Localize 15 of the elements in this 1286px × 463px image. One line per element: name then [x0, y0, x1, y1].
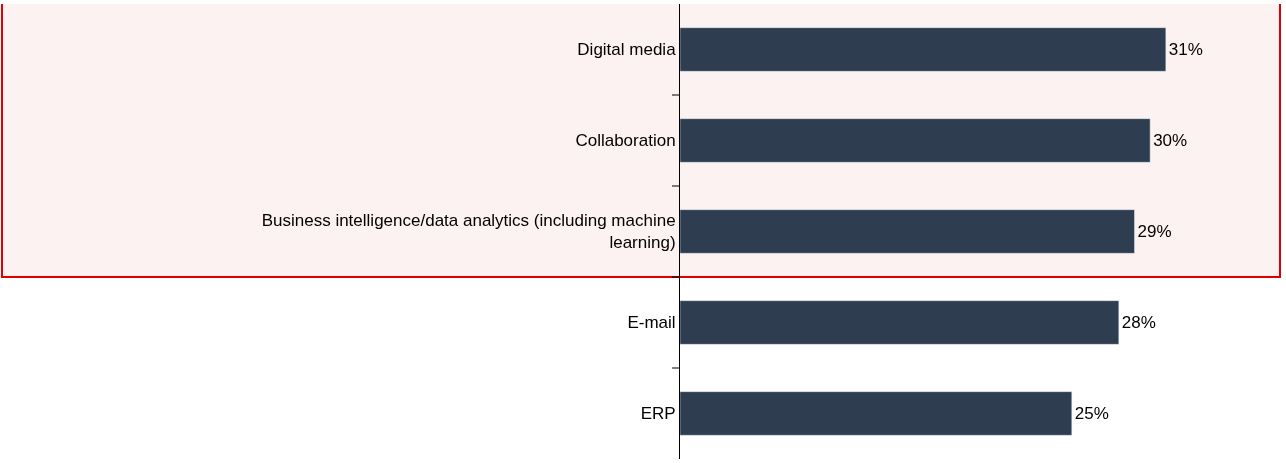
- bar: [680, 300, 1120, 345]
- bar: [680, 27, 1167, 72]
- bar: [680, 391, 1073, 436]
- data-label: 30%: [1153, 131, 1188, 150]
- y-tick-label: ERP: [640, 404, 676, 424]
- y-tick-label: Digital media: [577, 40, 677, 60]
- data-label: 29%: [1137, 222, 1172, 241]
- y-tick-label: Collaboration: [575, 131, 676, 151]
- data-label: 28%: [1121, 313, 1156, 332]
- data-label: 25%: [1074, 404, 1109, 423]
- y-tick-label: E-mail: [627, 313, 676, 333]
- bar: [680, 118, 1151, 163]
- data-label: 31%: [1168, 40, 1203, 59]
- y-tick-label: Business intelligence/data analytics (including machine learning): [261, 211, 676, 253]
- bar: [680, 209, 1135, 254]
